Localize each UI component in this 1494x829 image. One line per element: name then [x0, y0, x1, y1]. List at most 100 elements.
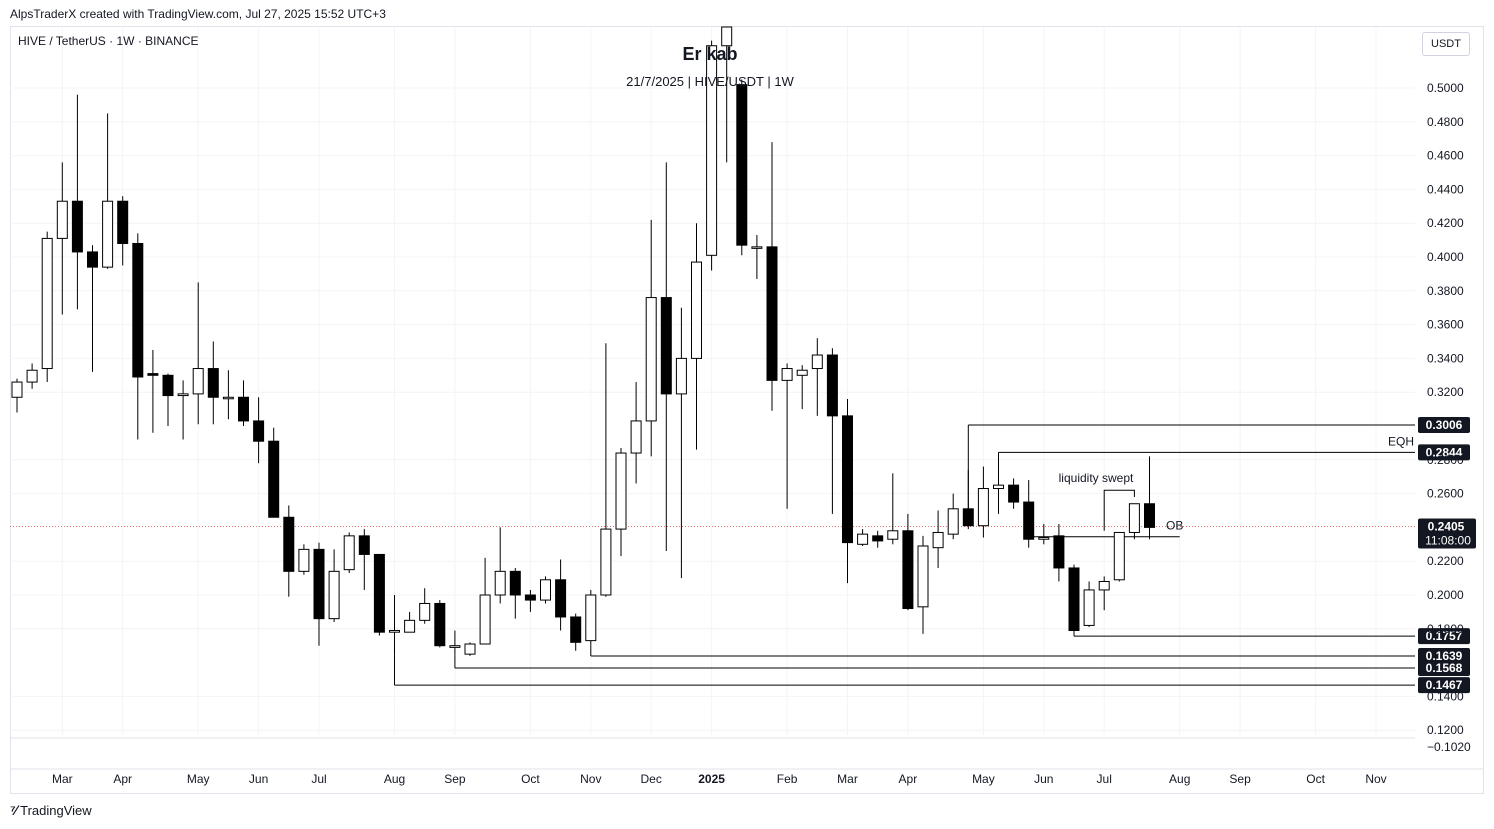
brand-name: TradingView [20, 802, 92, 818]
y-tick-label: 0.2800 [1427, 453, 1464, 467]
candle [902, 513, 914, 611]
candle [887, 473, 899, 545]
liquidity-swept-label: liquidity swept [1059, 471, 1134, 485]
y-tick-label: 0.1200 [1427, 723, 1464, 737]
candle-body [962, 508, 974, 527]
candle-body [721, 26, 733, 47]
candle-body [389, 629, 400, 633]
candle [162, 373, 174, 426]
candle [811, 338, 823, 416]
candle-body [283, 516, 295, 572]
x-tick-label: Jul [311, 772, 326, 786]
candle-body [1098, 580, 1110, 591]
candle [540, 576, 551, 604]
y-tick-label: 0.2600 [1427, 487, 1464, 501]
x-tick-label: Dec [641, 772, 662, 786]
level-price-badge [1418, 677, 1470, 694]
x-tick-label: Oct [1306, 772, 1325, 786]
y-tick-label: 0.3400 [1427, 351, 1464, 365]
candle [494, 527, 506, 604]
candles [11, 26, 1155, 656]
candle [1113, 531, 1125, 582]
candle-body [706, 45, 718, 256]
candle-body [524, 594, 536, 601]
candle [645, 219, 657, 457]
candle [781, 363, 793, 509]
candle [691, 223, 702, 450]
chart-header: AlpsTraderX created with TradingView.com… [10, 7, 386, 21]
candle-body [1038, 537, 1050, 540]
candle [766, 142, 778, 411]
candle [1144, 456, 1155, 540]
candle-body [328, 570, 340, 620]
candle-body [736, 84, 748, 246]
candle-body [1068, 567, 1080, 631]
symbol-label[interactable]: HIVE / TetherUS · 1W · BINANCE [18, 34, 199, 48]
candle-body [434, 602, 446, 647]
candle-body [132, 242, 144, 378]
y-tick-label: 0.2200 [1427, 554, 1464, 568]
x-tick-label: Mar [837, 772, 858, 786]
candle [449, 630, 461, 656]
candle [872, 530, 884, 548]
chart-frame [10, 26, 1484, 794]
candle-body [298, 548, 310, 572]
level-price-label: 0.3006 [1426, 418, 1463, 432]
countdown-label: 11:08:00 [1425, 534, 1471, 548]
y-tick-label: 0.4800 [1427, 115, 1464, 129]
candle-body [811, 354, 823, 370]
candle [1008, 478, 1020, 509]
brand[interactable]: ⁷⁄ TradingView [10, 802, 92, 818]
candle-body [479, 594, 491, 645]
candle [1083, 581, 1095, 628]
time-axis: Mar Apr May Jun Jul Aug Sep Oct Nov Dec 2025 Feb Mar… [52, 772, 1387, 786]
candle-body [826, 354, 838, 417]
candle-body [1023, 501, 1035, 540]
candle [1023, 480, 1035, 548]
candle-body [404, 619, 416, 633]
y-tick-label: 0.4400 [1427, 182, 1464, 196]
candle [585, 589, 597, 646]
y-tick-label: 0.4000 [1427, 250, 1464, 264]
candle [479, 557, 491, 645]
candle [102, 113, 114, 269]
candle-body [71, 200, 83, 253]
candle [675, 307, 687, 579]
candle [796, 365, 808, 410]
candle-body [1128, 503, 1140, 533]
x-tick-label: Jun [249, 772, 268, 786]
candle-body [419, 602, 431, 621]
x-tick-label: Sep [1229, 772, 1251, 786]
eqh-label: EQH [1388, 434, 1414, 448]
candle [1038, 524, 1050, 545]
candle-body [1113, 531, 1125, 581]
candle [600, 343, 612, 597]
candle-body [1053, 535, 1065, 569]
candle [524, 589, 536, 612]
x-tick-label: Oct [521, 772, 540, 786]
y-tick-label: 0.3200 [1427, 385, 1464, 399]
candle-body [1083, 589, 1095, 626]
candle-body [857, 533, 869, 545]
y-tick-label: 0.5000 [1427, 81, 1464, 95]
candle [222, 370, 234, 420]
candle [1053, 524, 1065, 582]
level-price-label: 0.1467 [1426, 678, 1463, 692]
candle [434, 600, 446, 648]
candle [464, 642, 476, 656]
candle [389, 595, 400, 656]
level-price-label: 0.1639 [1426, 649, 1463, 663]
candle-body [887, 530, 899, 540]
candle-body [902, 530, 914, 610]
candle-body [87, 251, 98, 268]
candle [87, 245, 98, 372]
candle [132, 233, 144, 440]
candle-body [540, 579, 551, 601]
candle [660, 162, 672, 552]
candle [147, 349, 159, 433]
currency-unit-button[interactable]: USDT [1422, 32, 1470, 56]
candle-body [993, 484, 1004, 490]
y-tick-label: 0.1400 [1427, 689, 1464, 703]
